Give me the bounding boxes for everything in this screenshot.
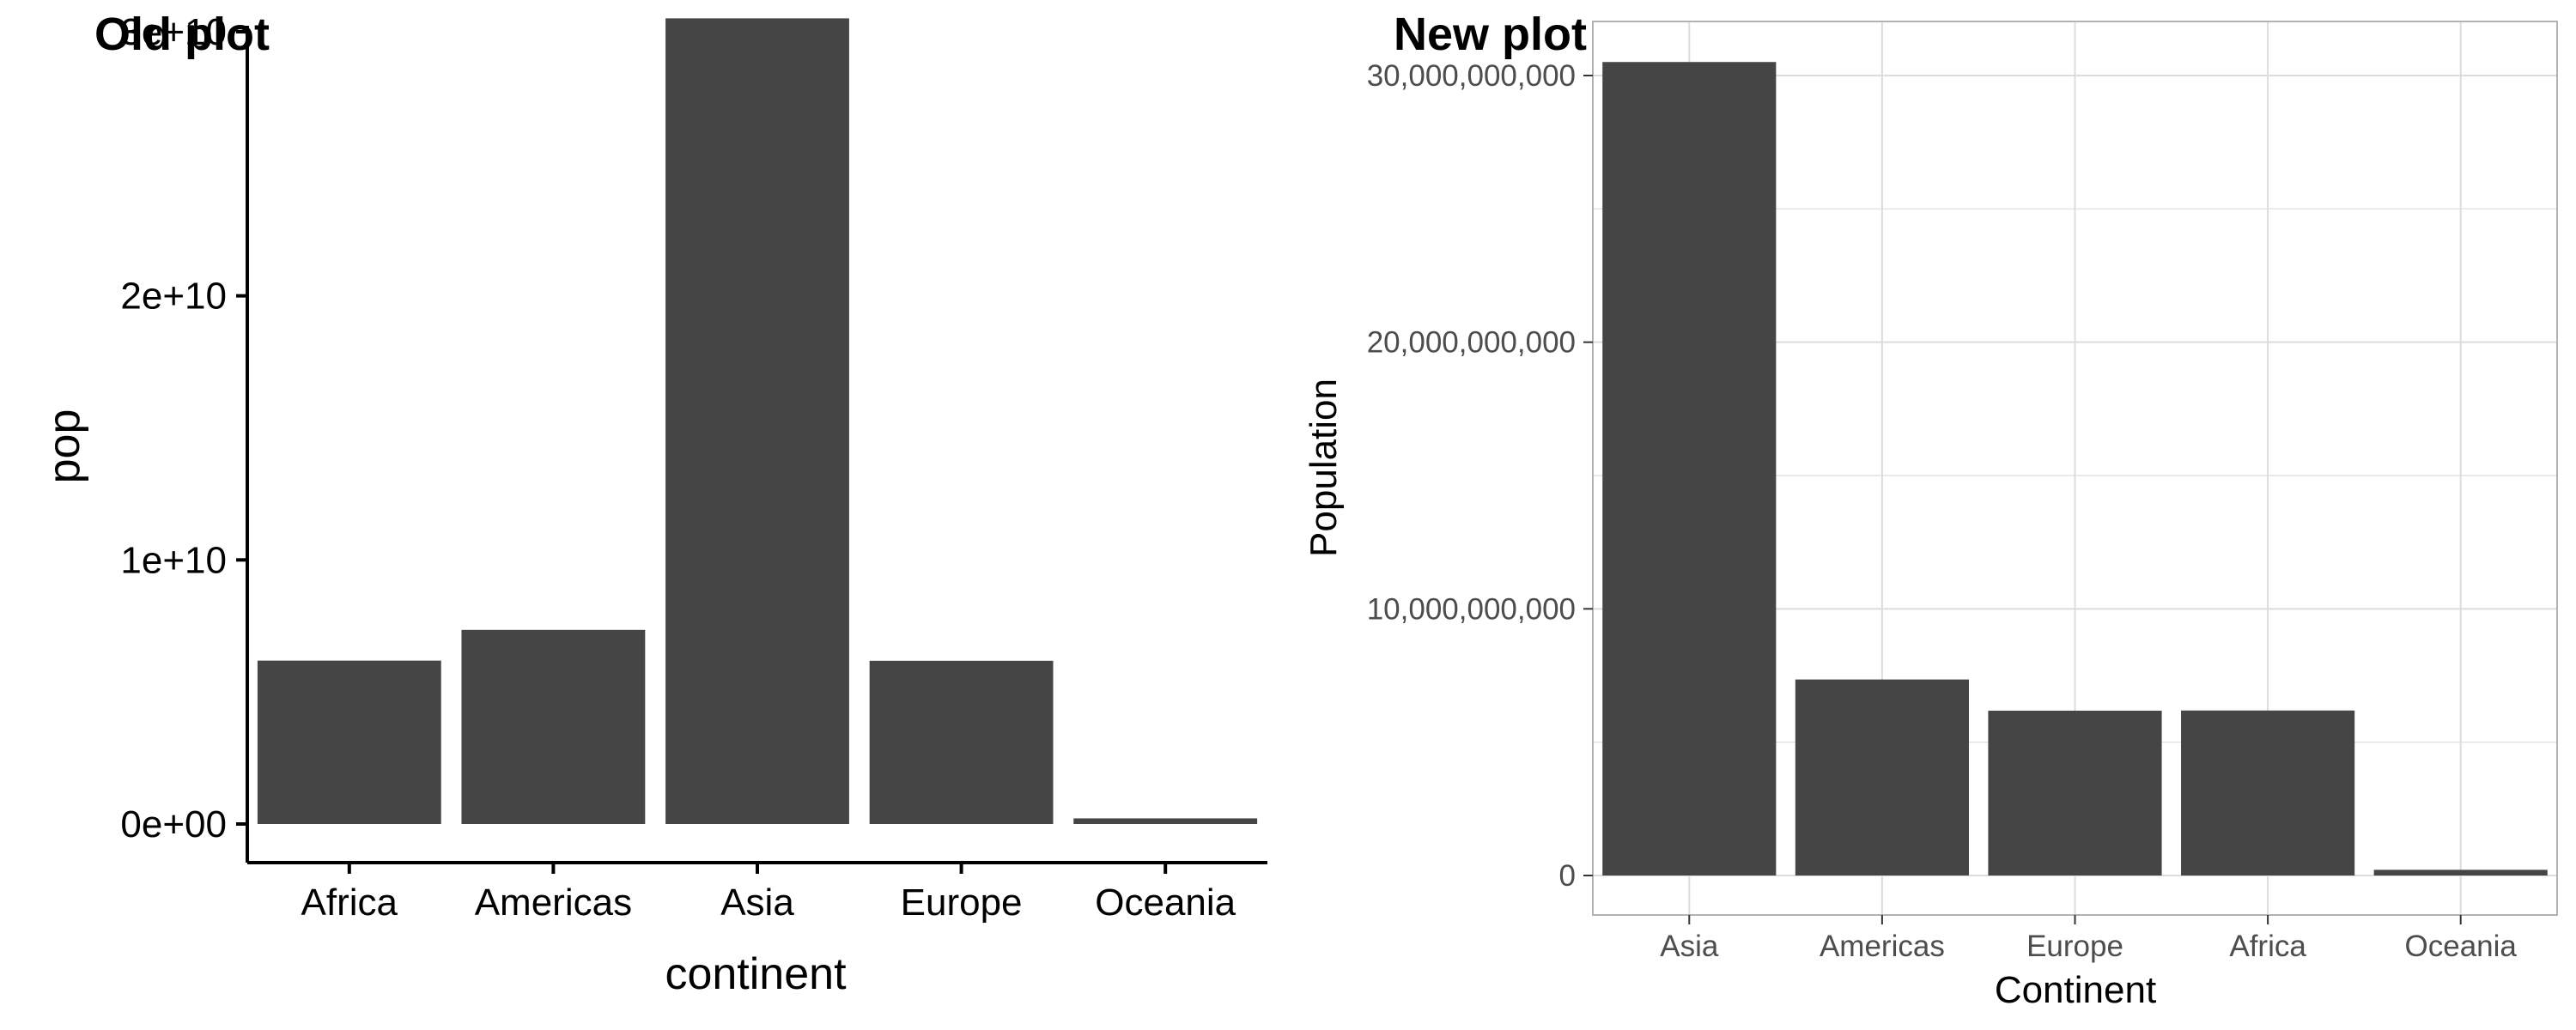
new-plot-x-tick-label: Asia bbox=[1660, 930, 1719, 963]
old-plot-bar-asia bbox=[665, 18, 849, 824]
new-plot-bars bbox=[1602, 62, 2548, 876]
old-plot-bars bbox=[257, 18, 1258, 824]
old-plot-x-tick-label: Americas bbox=[475, 882, 632, 924]
old-plot-bar-americas bbox=[461, 629, 646, 824]
new-plot-y-axis-title: Population bbox=[1303, 379, 1345, 557]
old-plot-x-tick-label: Africa bbox=[301, 882, 398, 924]
new-plot-y-tick-label: 20,000,000,000 bbox=[1367, 326, 1576, 360]
new-plot-bar-asia bbox=[1602, 62, 1777, 876]
old-plot-x-ticks: Africa Americas Asia Europe Oceania bbox=[301, 863, 1236, 924]
new-plot-bar-africa bbox=[2181, 710, 2355, 876]
old-plot-y-tick-label: 3e+10 bbox=[120, 11, 227, 53]
old-plot-bar-oceania bbox=[1073, 818, 1258, 824]
new-plot-x-tick-label: Africa bbox=[2229, 930, 2306, 963]
new-plot-bar-europe bbox=[1988, 710, 2162, 876]
new-plot-x-tick-label: Americas bbox=[1820, 930, 1945, 963]
old-plot-y-tick-label: 2e+10 bbox=[120, 276, 227, 318]
old-plot-x-tick-label: Asia bbox=[720, 882, 794, 924]
old-plot-title: Old plot bbox=[94, 9, 270, 60]
new-plot-y-tick-label: 30,000,000,000 bbox=[1367, 59, 1576, 93]
old-plot-y-ticks: 0e+00 1e+10 2e+10 3e+10 bbox=[120, 11, 247, 845]
new-plot-x-axis-title: Continent bbox=[1995, 969, 2156, 1011]
new-plot-y-tick-label: 10,000,000,000 bbox=[1367, 592, 1576, 626]
new-plot-y-tick-label: 0 bbox=[1559, 859, 1576, 893]
old-plot-bar-africa bbox=[257, 660, 441, 824]
new-plot-x-ticks: Asia Americas Europe Africa Oceania bbox=[1660, 915, 2517, 963]
new-plot-y-ticks: 0 10,000,000,000 20,000,000,000 30,000,000,… bbox=[1367, 59, 1593, 893]
old-plot-bar-europe bbox=[869, 660, 1054, 824]
old-plot-x-tick-label: Oceania bbox=[1095, 882, 1236, 924]
old-plot-y-tick-label: 1e+10 bbox=[120, 539, 227, 581]
new-plot-panel: 0 10,000,000,000 20,000,000,000 30,000,000,… bbox=[1303, 9, 2558, 1011]
old-plot-y-tick-label: 0e+00 bbox=[120, 803, 227, 845]
new-plot-title: New plot bbox=[1394, 9, 1587, 60]
old-plot-y-axis-title: pop bbox=[39, 409, 89, 484]
old-plot-x-tick-label: Europe bbox=[901, 882, 1023, 924]
new-plot-bar-oceania bbox=[2373, 869, 2548, 876]
old-plot-panel: Old plot 0e+00 1e+10 2e+10 3e+10 Africa Amer… bbox=[39, 9, 1267, 999]
new-plot-x-tick-label: Europe bbox=[2026, 930, 2123, 963]
new-plot-bar-americas bbox=[1795, 679, 1969, 876]
old-plot-x-axis-title: continent bbox=[665, 949, 847, 999]
new-plot-x-tick-label: Oceania bbox=[2405, 930, 2518, 963]
